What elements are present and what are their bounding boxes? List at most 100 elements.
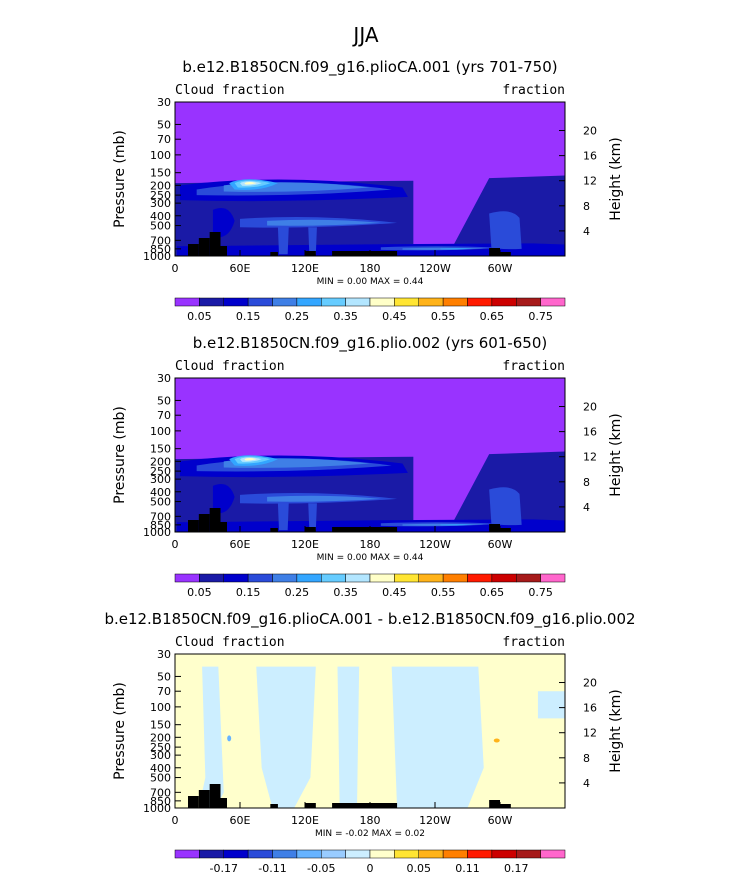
colorbar-swatch (174, 297, 200, 307)
x-tick-label: 60E (230, 262, 251, 275)
colorbar-swatch (442, 849, 468, 859)
contour-fill (227, 735, 232, 742)
colorbar-swatch (247, 849, 273, 859)
colorbar-label: 0.75 (528, 586, 553, 599)
colorbar-label: 0.65 (480, 586, 505, 599)
colorbar-swatch (174, 573, 200, 583)
terrain-mask (305, 527, 316, 532)
field-background (175, 654, 565, 808)
colorbar-swatch (223, 849, 249, 859)
colorbar-swatch (199, 573, 224, 583)
y-tick-label: 1000 (143, 526, 171, 539)
colorbar-swatch (394, 573, 419, 583)
terrain-mask (489, 524, 500, 532)
contour-fill (244, 457, 257, 461)
colorbar-swatch (516, 849, 541, 859)
height-tick-label: 16 (583, 150, 597, 163)
colorbar-swatch (369, 297, 395, 307)
colorbar-swatch (345, 573, 371, 583)
colorbar-swatch (321, 849, 346, 859)
panel-3: b.e12.B1850CN.f09_g16.plioCA.001 - b.e12… (104, 610, 635, 875)
colorbar-label: 0.75 (528, 310, 553, 323)
y-tick-label: 100 (150, 149, 171, 162)
x-tick-label: 60W (488, 538, 513, 551)
y-tick-label: 850 (150, 519, 171, 532)
contour-fill (308, 227, 317, 255)
y-tick-label: 30 (157, 648, 171, 661)
contour-fill (244, 181, 257, 185)
y-tick-label: 700 (150, 786, 171, 799)
colorbar-label: 0.11 (455, 862, 480, 875)
colorbar-swatch (272, 849, 298, 859)
right-axis-label: Height (km) (608, 689, 624, 772)
colorbar-label: 0.45 (382, 586, 407, 599)
colorbar-label: 0.65 (480, 310, 505, 323)
colorbar-swatch (467, 573, 493, 583)
colorbar-label: -0.05 (307, 862, 335, 875)
terrain-mask (188, 796, 199, 808)
colorbar-label: 0.25 (285, 586, 310, 599)
y-tick-label: 150 (150, 167, 171, 180)
x-tick-label: 120W (419, 538, 451, 551)
colorbar-swatch (345, 849, 371, 859)
colorbar-swatch (369, 849, 395, 859)
x-tick-label: 120E (291, 538, 319, 551)
left-string: Cloud fraction (175, 635, 285, 650)
terrain-mask (220, 798, 227, 808)
left-string: Cloud fraction (175, 83, 285, 98)
right-string: fraction (502, 359, 565, 374)
y-tick-label: 50 (157, 394, 171, 407)
height-tick-label: 16 (583, 702, 597, 715)
y-tick-label: 300 (150, 197, 171, 210)
y-tick-label: 850 (150, 243, 171, 256)
x-tick-label: 60W (488, 814, 513, 827)
y-tick-label: 850 (150, 795, 171, 808)
right-string: fraction (502, 635, 565, 650)
colorbar-swatch (540, 297, 566, 307)
y-axis-label: Pressure (mb) (112, 130, 128, 228)
y-tick-label: 200 (150, 455, 171, 468)
x-tick-label: 0 (172, 814, 179, 827)
height-tick-label: 8 (583, 752, 590, 765)
x-tick-label: 60W (488, 262, 513, 275)
x-tick-label: 60E (230, 538, 251, 551)
colorbar-swatch (394, 297, 419, 307)
min-max-label: MIN = 0.00 MAX = 0.44 (317, 277, 424, 287)
y-tick-label: 70 (157, 133, 171, 146)
contour-fill (308, 503, 317, 531)
height-tick-label: 4 (583, 225, 590, 238)
colorbar-swatch (418, 297, 444, 307)
colorbar-swatch (247, 297, 273, 307)
colorbar-swatch (296, 573, 322, 583)
colorbar-label: 0.45 (382, 310, 407, 323)
height-tick-label: 4 (583, 777, 590, 790)
y-tick-label: 700 (150, 510, 171, 523)
y-tick-label: 250 (150, 189, 171, 202)
y-tick-label: 300 (150, 473, 171, 486)
colorbar-swatch (418, 849, 444, 859)
colorbar-swatch (418, 573, 444, 583)
colorbar-swatch (491, 297, 517, 307)
colorbar-swatch (321, 297, 346, 307)
y-tick-label: 70 (157, 409, 171, 422)
terrain-mask (500, 528, 511, 532)
y-tick-label: 200 (150, 179, 171, 192)
right-string: fraction (502, 83, 565, 98)
terrain-mask (220, 246, 227, 256)
terrain-mask (198, 790, 210, 808)
colorbar-label: 0.15 (236, 310, 261, 323)
terrain-mask (500, 252, 511, 256)
contour-fill (537, 691, 565, 719)
colorbar-swatch (296, 849, 322, 859)
y-tick-label: 1000 (143, 250, 171, 263)
terrain-mask (198, 238, 210, 256)
y-tick-label: 400 (150, 210, 171, 223)
left-string: Cloud fraction (175, 359, 285, 374)
colorbar-label: 0.35 (333, 310, 358, 323)
colorbar-label: 0 (367, 862, 374, 875)
height-tick-label: 12 (583, 175, 597, 188)
colorbar-swatch (223, 297, 249, 307)
panel-1: b.e12.B1850CN.f09_g16.plioCA.001 (yrs 70… (112, 58, 624, 323)
terrain-mask (270, 804, 278, 808)
panel-2: b.e12.B1850CN.f09_g16.plio.002 (yrs 601-… (112, 334, 624, 599)
